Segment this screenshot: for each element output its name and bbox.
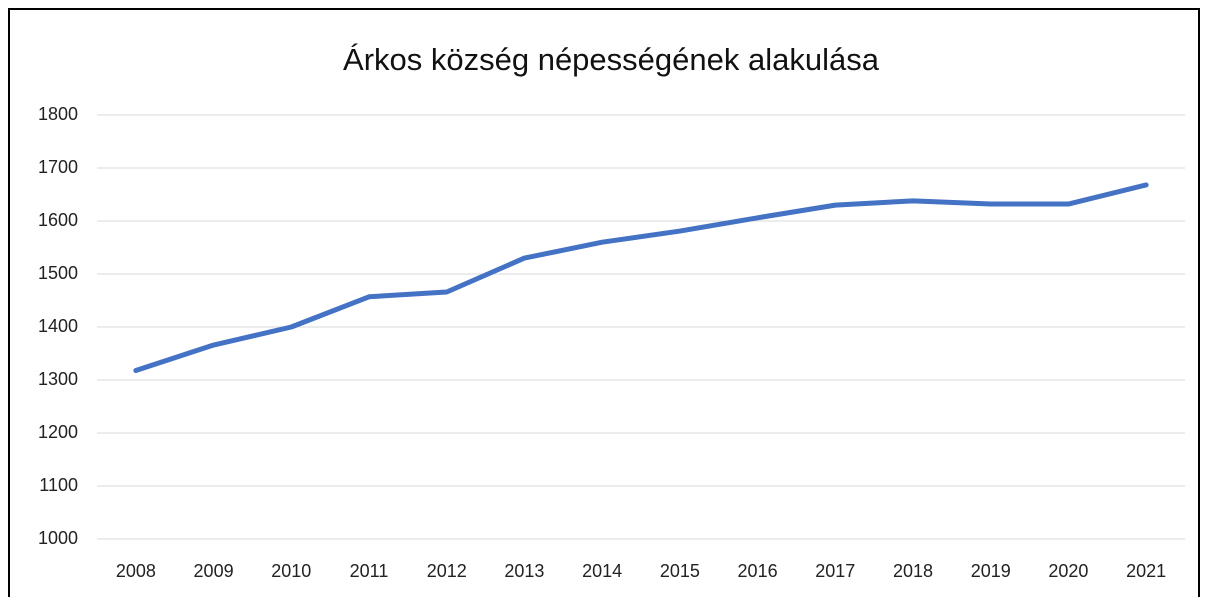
x-tick-label: 2020 [1048, 561, 1088, 581]
y-tick-label: 1200 [38, 422, 78, 442]
y-tick-label: 1500 [38, 263, 78, 283]
data-line [133, 182, 1149, 373]
x-tick-label: 2017 [815, 561, 855, 581]
y-tick-label: 1000 [38, 528, 78, 548]
x-tick-label: 2021 [1126, 561, 1166, 581]
y-tick-label: 1600 [38, 210, 78, 230]
x-tick-label: 2014 [582, 561, 622, 581]
y-tick-label: 1300 [38, 369, 78, 389]
x-tick-label: 2012 [427, 561, 467, 581]
chart-frame [8, 8, 1200, 597]
y-tick-label: 1400 [38, 316, 78, 336]
x-tick-label: 2009 [194, 561, 234, 581]
y-tick-label: 1700 [38, 157, 78, 177]
x-tick-label: 2016 [738, 561, 778, 581]
x-tick-label: 2019 [971, 561, 1011, 581]
x-tick-label: 2013 [504, 561, 544, 581]
y-tick-label: 1800 [38, 104, 78, 124]
x-tick-label: 2008 [116, 561, 156, 581]
chart-title: Árkos község népességének alakulása [343, 42, 880, 77]
x-tick-label: 2010 [271, 561, 311, 581]
y-tick-label: 1100 [39, 475, 78, 495]
x-tick-label: 2011 [350, 561, 389, 581]
x-tick-label: 2015 [660, 561, 700, 581]
x-tick-label: 2018 [893, 561, 933, 581]
